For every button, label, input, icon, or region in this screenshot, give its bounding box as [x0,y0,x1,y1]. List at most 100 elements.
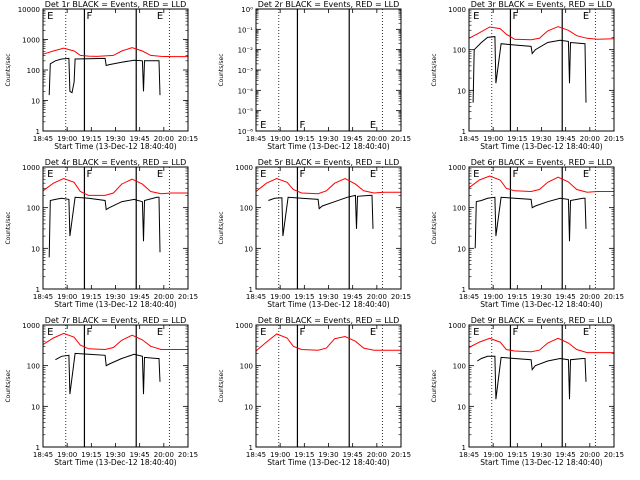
y-tick-label: 10 [244,403,253,411]
x-tick-label: 20:00 [154,451,174,459]
y-tick-label: 10 [457,245,466,253]
x-tick-label: 20:00 [154,135,174,143]
lld-series-line [468,337,614,354]
y-tick-label: 1 [36,286,40,294]
x-tick-label: 19:30 [105,451,125,459]
x-tick-label: 20:15 [178,135,198,143]
y-tick-label: 1000 [448,322,466,330]
x-axis-label: Start Time (13-Dec-12 18:40:40) [267,300,389,309]
lld-series-line [468,26,615,41]
segment-marker-label: F [513,169,519,180]
x-tick-label: 20:00 [367,451,387,459]
x-axis-label: Start Time (13-Dec-12 18:40:40) [480,300,602,309]
x-tick-label: 20:15 [178,451,198,459]
segment-marker-label: E [473,169,479,180]
x-tick-label: 18:45 [33,451,53,459]
x-tick-label: 19:45 [556,293,576,301]
plot-frame [468,166,615,290]
x-axis-label: Start Time (13-Dec-12 18:40:40) [54,300,176,309]
segment-marker-label: E [370,169,376,180]
lld-series-line [468,175,614,193]
y-tick-label: 10 [31,98,40,106]
x-tick-label: 18:45 [459,293,479,301]
x-axis-label: Start Time (13-Dec-12 18:40:40) [480,458,602,467]
x-tick-label: 19:15 [507,293,527,301]
detector-panel: Det 8r BLACK = Events, RED = LLD Counts/s… [218,316,411,467]
x-tick-label: 19:45 [556,135,576,143]
plot-frame [468,8,615,132]
events-series-line [268,194,374,237]
segment-marker-label: E [157,169,163,180]
y-axis-label: Counts/sec [218,369,225,402]
x-tick-label: 19:15 [294,293,314,301]
y-axis-label: Counts/sec [431,211,438,244]
y-tick-label: 10 [457,403,466,411]
plot-frame [255,324,402,448]
x-tick-label: 19:00 [57,451,77,459]
y-tick-label: 1 [462,286,466,294]
detector-panel: Det 2r BLACK = Events, RED = LLD Counts/s… [218,0,411,151]
y-tick-label: 10⁰ [241,6,253,14]
x-tick-label: 19:00 [483,293,503,301]
x-tick-label: 20:00 [580,293,600,301]
segment-marker-label: E [473,11,479,22]
segment-marker-label: F [300,327,306,338]
events-series-line [48,196,161,258]
x-tick-label: 19:45 [343,293,363,301]
x-tick-label: 19:00 [483,451,503,459]
events-series-line [474,196,587,249]
y-tick-label: 100 [27,205,40,213]
segment-marker-label: E [370,120,376,131]
x-tick-label: 19:45 [130,451,150,459]
panel-title: Det 9r BLACK = Events, RED = LLD [471,316,613,325]
plot-frame [42,324,189,448]
x-tick-label: 19:00 [57,293,77,301]
y-axis-label: Counts/sec [218,53,225,86]
panel-title: Det 6r BLACK = Events, RED = LLD [471,158,613,167]
detector-panel: Det 1r BLACK = Events, RED = LLD Counts/s… [5,0,198,151]
y-tick-label: 100 [453,205,466,213]
x-tick-label: 19:30 [318,135,338,143]
x-axis-label: Start Time (13-Dec-12 18:40:40) [54,458,176,467]
detector-panel: Det 3r BLACK = Events, RED = LLD Counts/s… [431,0,624,151]
x-axis-label: Start Time (13-Dec-12 18:40:40) [54,142,176,151]
y-tick-label: 1000 [448,164,466,172]
y-tick-label: 1 [249,444,253,452]
detector-panel: Det 4r BLACK = Events, RED = LLD Counts/s… [5,158,198,309]
x-tick-label: 18:45 [33,135,53,143]
y-tick-label: 100 [453,363,466,371]
x-tick-label: 18:45 [33,293,53,301]
events-series-line [472,36,587,103]
events-series-line [55,352,161,395]
y-tick-label: 100 [240,363,253,371]
segment-marker-label: E [47,11,53,22]
y-tick-label: 10⁻¹ [238,26,254,34]
x-tick-label: 19:30 [105,293,125,301]
y-tick-label: 1000 [235,322,253,330]
x-tick-label: 20:00 [367,293,387,301]
events-series-line [477,355,587,400]
x-tick-label: 19:30 [105,135,125,143]
x-tick-label: 19:15 [294,451,314,459]
panel-title: Det 2r BLACK = Events, RED = LLD [258,0,400,9]
x-tick-label: 19:45 [343,135,363,143]
segment-marker-label: E [473,327,479,338]
segment-marker-label: F [87,327,93,338]
x-axis-label: Start Time (13-Dec-12 18:40:40) [480,142,602,151]
segment-marker-label: E [370,327,376,338]
y-tick-label: 1 [36,128,40,136]
x-tick-label: 19:00 [483,135,503,143]
x-tick-label: 18:45 [459,451,479,459]
lld-series-line [42,47,188,58]
x-tick-label: 19:15 [81,293,101,301]
x-tick-label: 19:00 [270,293,290,301]
segment-marker-label: F [300,120,306,131]
y-tick-label: 100 [27,363,40,371]
y-tick-label: 100 [27,67,40,75]
plot-frame [42,166,189,290]
x-tick-label: 18:45 [246,293,266,301]
lld-series-line [255,177,401,195]
x-tick-label: 18:45 [459,135,479,143]
x-tick-label: 19:45 [343,451,363,459]
